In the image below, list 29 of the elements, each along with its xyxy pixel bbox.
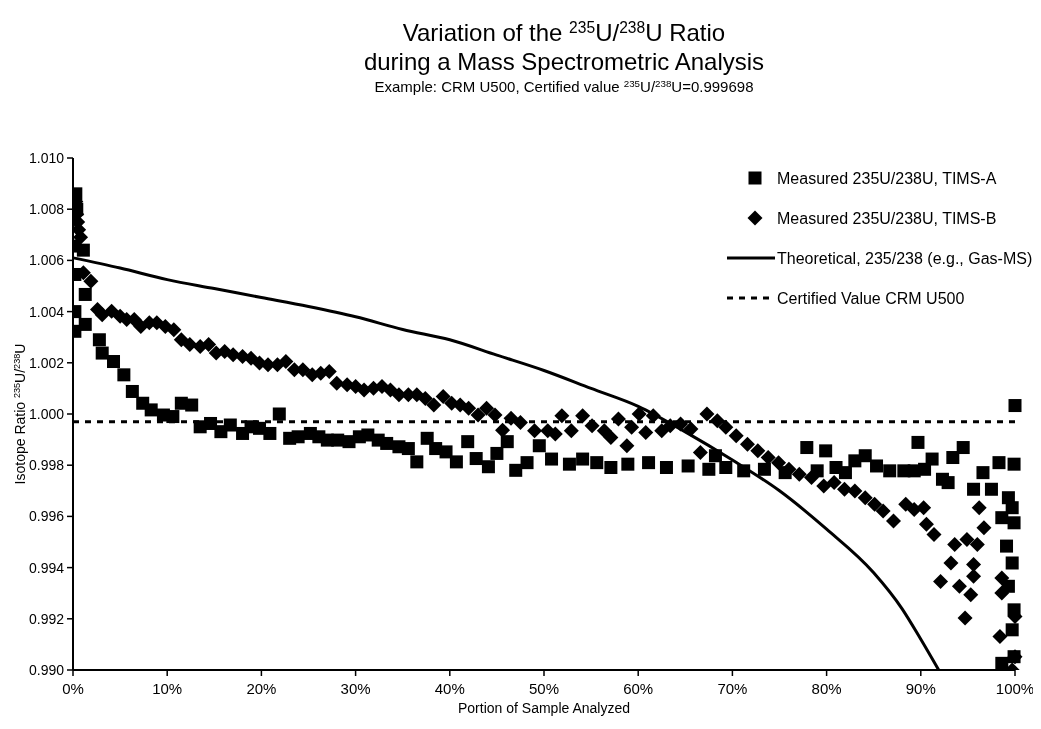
y-tick-label: 0.998 bbox=[28, 457, 65, 474]
x-tick-label: 90% bbox=[905, 680, 936, 697]
x-tick-label: 100% bbox=[995, 680, 1035, 697]
y-tick-label: 0.992 bbox=[28, 610, 65, 627]
y-tick-label: 1.006 bbox=[28, 252, 65, 269]
y-tick-label: 0.996 bbox=[28, 508, 65, 525]
x-tick-label: 80% bbox=[811, 680, 842, 697]
x-tick-label: 0% bbox=[62, 680, 84, 697]
x-tick-label: 10% bbox=[152, 680, 183, 697]
y-tick-label: 1.010 bbox=[28, 150, 65, 166]
y-tick-label: 1.000 bbox=[28, 406, 65, 422]
x-tick-label: 20% bbox=[246, 680, 277, 697]
legend-label: Measured 235U/238U, TIMS-B bbox=[777, 210, 997, 227]
legend-label: Measured 235U/238U, TIMS-A bbox=[777, 170, 997, 187]
y-tick-label: 0.994 bbox=[28, 559, 65, 576]
x-tick-label: 60% bbox=[623, 680, 654, 697]
x-tick-label: 70% bbox=[717, 680, 748, 697]
chart-title: Variation of the $^{235}$U/$^{238}$U Ratio during a Mass Spectrometric Analysis bbox=[363, 18, 765, 75]
x-axis-title: Portion of Sample Analyzed bbox=[458, 700, 630, 716]
x-tick-label: 50% bbox=[528, 680, 560, 697]
x-tick-label: 30% bbox=[340, 680, 371, 697]
y-tick-label: 0.990 bbox=[28, 662, 65, 678]
y-tick-label: 1.008 bbox=[28, 201, 65, 218]
x-tick-label: 40% bbox=[434, 680, 465, 697]
legend-label: Certified Value CRM U500 bbox=[777, 290, 965, 307]
y-tick-label: 1.002 bbox=[28, 354, 65, 371]
legend-label: Theoretical, 235/238 (e.g., Gas-MS) bbox=[777, 250, 1033, 267]
chart-subtitle: Example: CRM U500, Certified value $^{235}$U/$^{238}$U=0.999698 bbox=[374, 77, 754, 95]
y-tick-label: 1.004 bbox=[28, 303, 65, 320]
